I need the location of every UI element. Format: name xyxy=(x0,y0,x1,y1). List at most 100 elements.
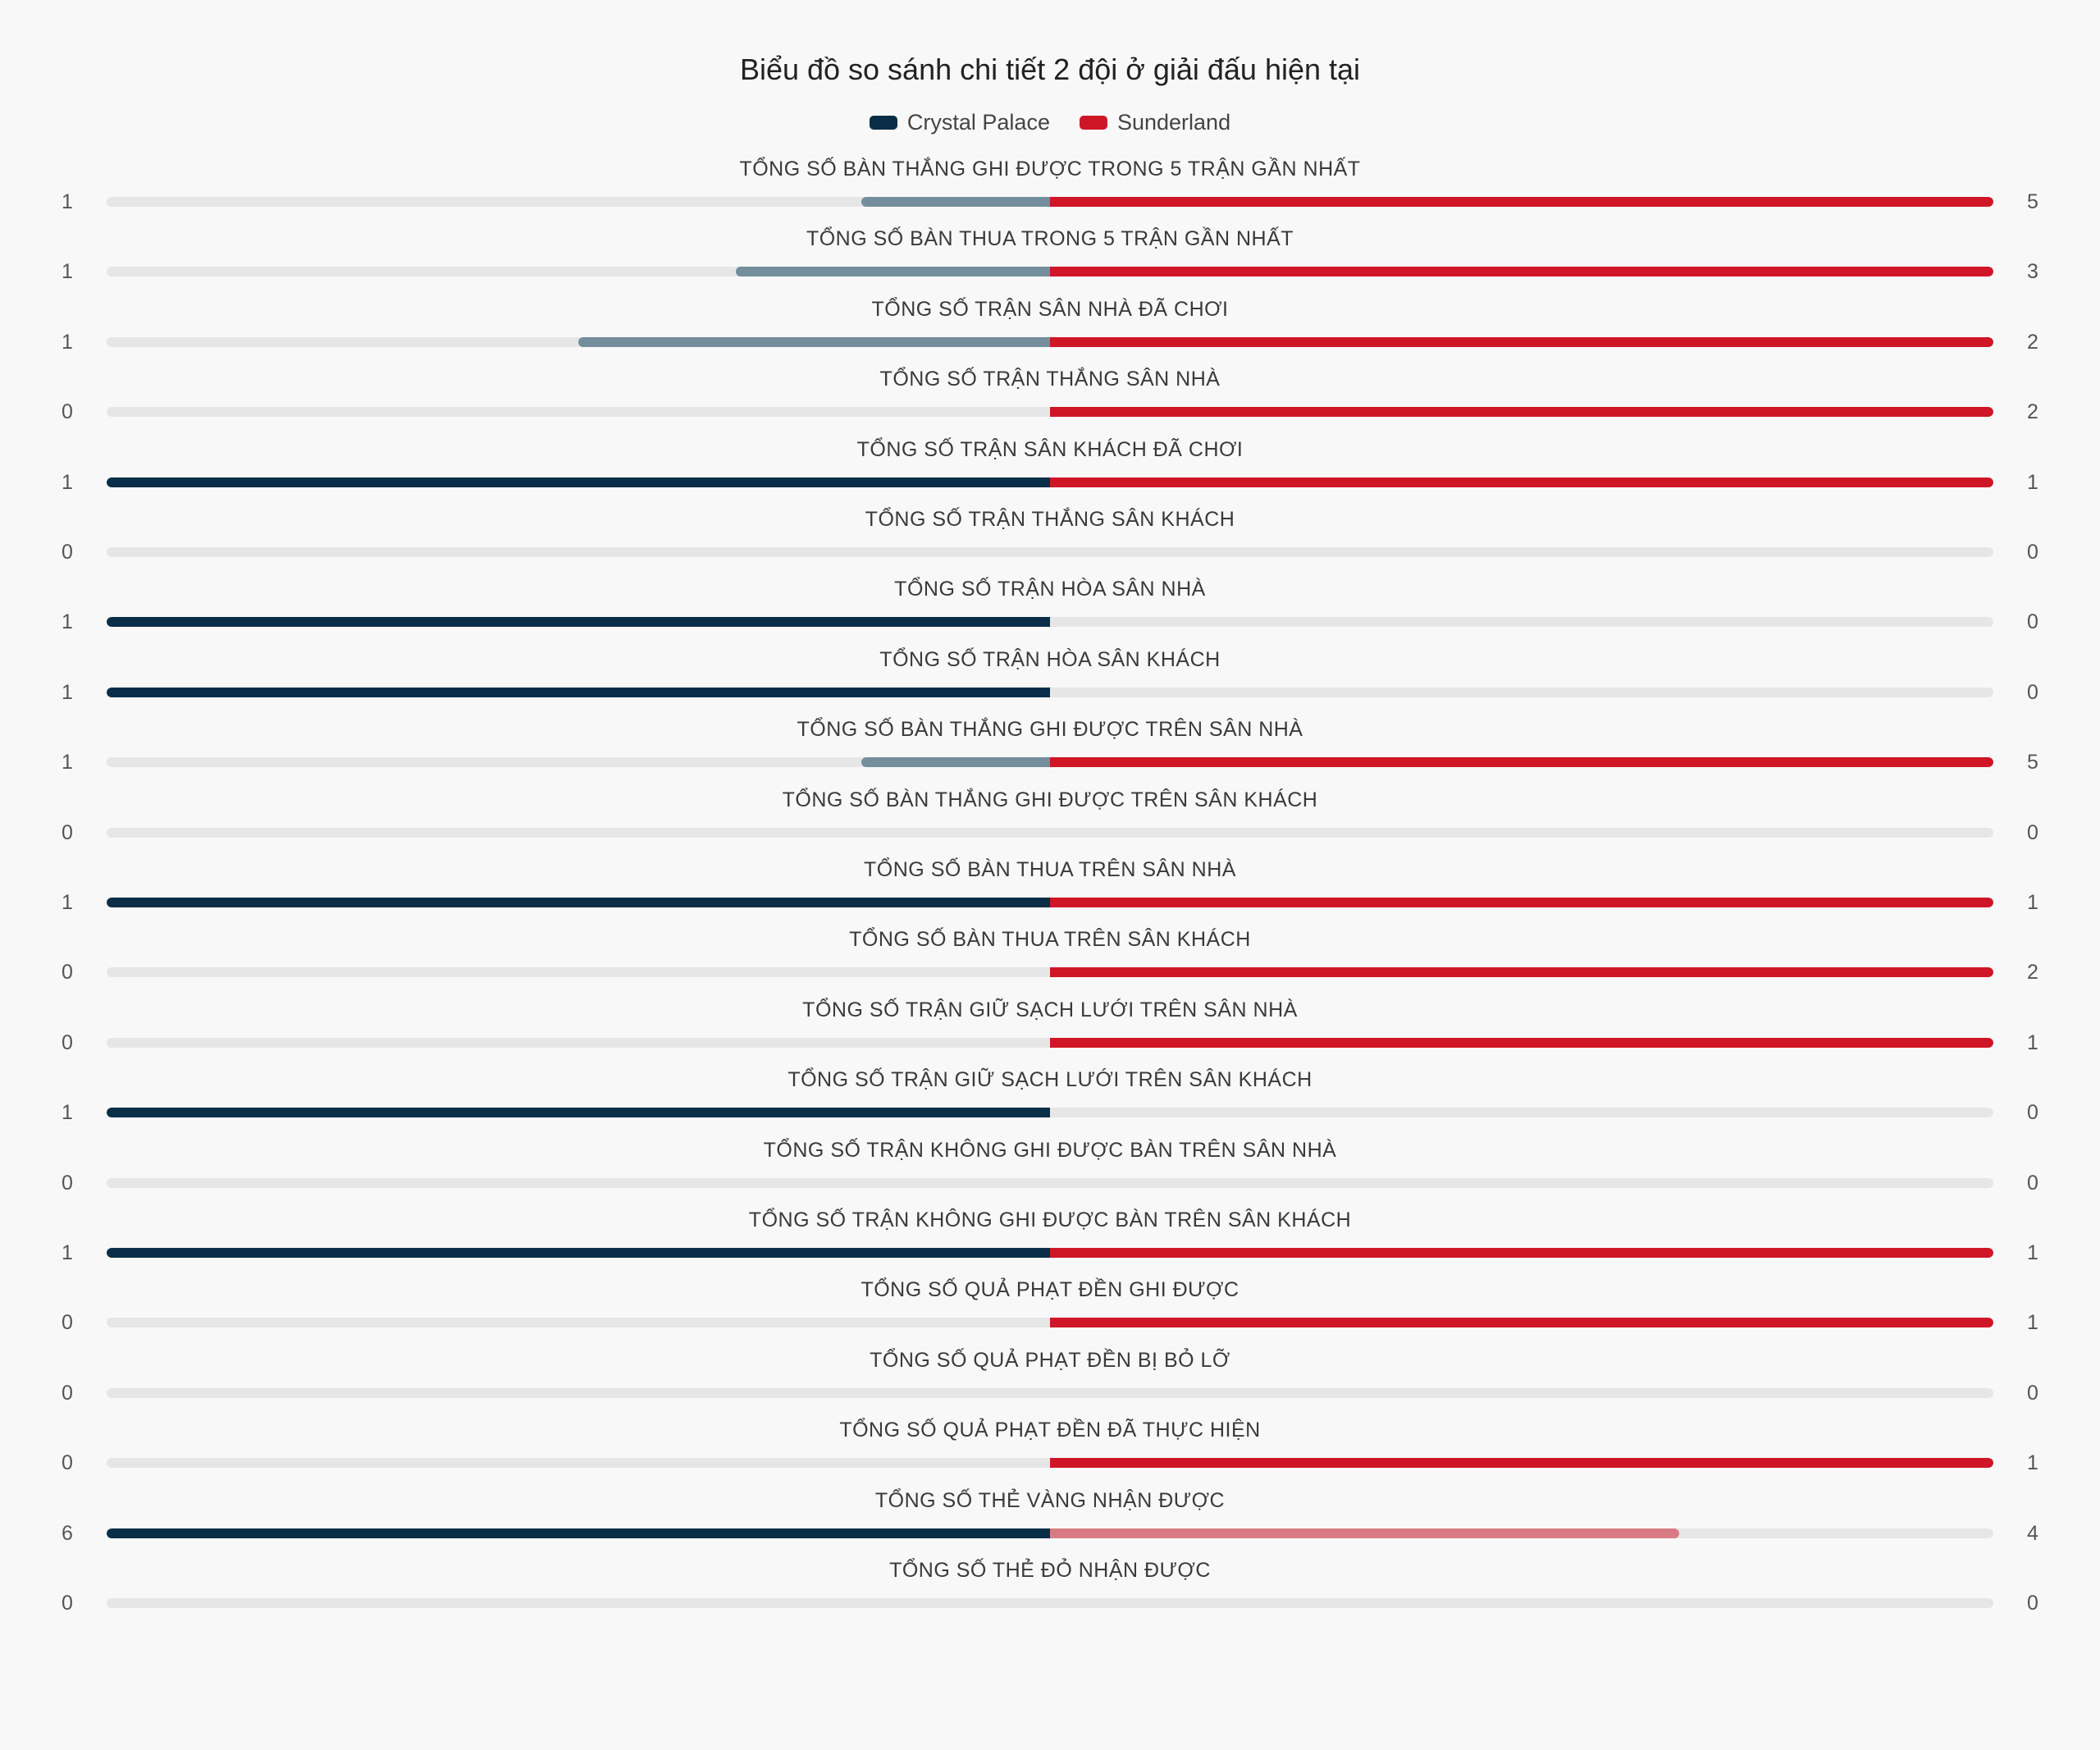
stat-label: TỔNG SỐ THẺ VÀNG NHẬN ĐƯỢC xyxy=(874,1488,1226,1512)
bar-left xyxy=(107,617,1050,628)
bar-left xyxy=(107,477,1050,487)
stat-row: TỔNG SỐ TRẬN SÂN KHÁCH ĐÃ CHƠI 1 1 xyxy=(0,438,2100,509)
bar-left xyxy=(107,1108,1050,1118)
bar-left xyxy=(861,197,1050,207)
stat-row: TỔNG SỐ BÀN THUA TRÊN SÂN KHÁCH 0 2 xyxy=(0,928,2100,998)
right-value: 1 xyxy=(2027,470,2038,494)
left-value: 1 xyxy=(62,610,73,634)
bar-right xyxy=(1050,1528,1679,1538)
stat-label: TỔNG SỐ TRẬN THẮNG SÂN KHÁCH xyxy=(865,508,1235,531)
stat-row: TỔNG SỐ BÀN THẮNG GHI ĐƯỢC TRONG 5 TRẬN … xyxy=(0,158,2100,228)
right-value: 2 xyxy=(2027,330,2038,354)
stat-label: TỔNG SỐ TRẬN SÂN NHÀ ĐÃ CHƠI xyxy=(871,297,1229,321)
right-value: 0 xyxy=(2027,820,2038,844)
legend-swatch-left xyxy=(869,116,897,130)
stat-label: TỔNG SỐ BÀN THUA TRÊN SÂN KHÁCH xyxy=(849,928,1251,952)
stat-row: TỔNG SỐ TRẬN KHÔNG GHI ĐƯỢC BÀN TRÊN SÂN… xyxy=(0,1209,2100,1279)
left-value: 1 xyxy=(62,891,73,914)
right-value: 0 xyxy=(2027,541,2038,564)
bar-track xyxy=(107,687,1993,697)
stat-row: TỔNG SỐ QUẢ PHẠT ĐỀN BỊ BỎ LỠ 0 0 xyxy=(0,1349,2100,1419)
stat-row: TỔNG SỐ TRẬN HÒA SÂN NHÀ 1 0 xyxy=(0,578,2100,648)
bar-track xyxy=(107,1318,1993,1328)
chart-title: Biểu đồ so sánh chi tiết 2 đội ở giải đấ… xyxy=(739,53,1361,86)
stat-row: TỔNG SỐ TRẬN GIỮ SẠCH LƯỚI TRÊN SÂN KHÁC… xyxy=(0,1068,2100,1139)
bar-right xyxy=(1050,197,1993,207)
left-value: 1 xyxy=(62,1101,73,1125)
stat-row: TỔNG SỐ THẺ ĐỎ NHẬN ĐƯỢC 0 0 xyxy=(0,1559,2100,1629)
bar-track xyxy=(107,1177,1993,1188)
right-value: 1 xyxy=(2027,1311,2038,1335)
bar-right xyxy=(1050,967,1993,978)
bar-right xyxy=(1050,267,1993,277)
stat-label: TỔNG SỐ QUẢ PHẠT ĐỀN ĐÃ THỰC HIỆN xyxy=(839,1419,1261,1442)
right-value: 0 xyxy=(2027,1101,2038,1125)
stat-label: TỔNG SỐ TRẬN KHÔNG GHI ĐƯỢC BÀN TRÊN SÂN… xyxy=(763,1138,1337,1162)
bar-track xyxy=(107,1387,1993,1398)
bar-track xyxy=(107,197,1993,207)
bar-right xyxy=(1050,336,1993,347)
bar-track xyxy=(107,1248,1993,1258)
bar-track xyxy=(107,1598,1993,1608)
stat-label: TỔNG SỐ TRẬN SÂN KHÁCH ĐÃ CHƠI xyxy=(856,437,1244,461)
bar-right xyxy=(1050,1248,1993,1258)
stat-row: TỔNG SỐ QUẢ PHẠT ĐỀN ĐÃ THỰC HIỆN 0 1 xyxy=(0,1419,2100,1489)
right-value: 1 xyxy=(2027,1030,2038,1054)
stat-label: TỔNG SỐ TRẬN HÒA SÂN NHÀ xyxy=(894,578,1206,601)
right-value: 5 xyxy=(2027,190,2038,213)
right-value: 0 xyxy=(2027,680,2038,704)
stat-row: TỔNG SỐ THẺ VÀNG NHẬN ĐƯỢC 6 4 xyxy=(0,1489,2100,1560)
bar-right xyxy=(1050,1318,1993,1328)
left-value: 0 xyxy=(62,961,73,985)
legend: Crystal Palace Sunderland xyxy=(0,110,2100,135)
left-value: 0 xyxy=(62,1592,73,1615)
bar-track xyxy=(107,617,1993,628)
bar-track xyxy=(107,827,1993,838)
left-value: 1 xyxy=(62,680,73,704)
stat-label: TỔNG SỐ TRẬN KHÔNG GHI ĐƯỢC BÀN TRÊN SÂN… xyxy=(748,1209,1352,1231)
left-value: 1 xyxy=(62,470,73,494)
bar-right xyxy=(1050,757,1993,768)
bar-track xyxy=(107,477,1993,487)
right-value: 3 xyxy=(2027,260,2038,284)
left-value: 0 xyxy=(62,541,73,564)
left-value: 0 xyxy=(62,1030,73,1054)
bar-left xyxy=(107,898,1050,907)
stat-label: TỔNG SỐ QUẢ PHẠT ĐỀN BỊ BỎ LỠ xyxy=(870,1348,1230,1372)
stat-label: TỔNG SỐ TRẬN GIỮ SẠCH LƯỚI TRÊN SÂN NHÀ xyxy=(802,998,1298,1021)
right-value: 1 xyxy=(2027,891,2038,914)
left-value: 1 xyxy=(62,751,73,774)
stat-row: TỔNG SỐ TRẬN KHÔNG GHI ĐƯỢC BÀN TRÊN SÂN… xyxy=(0,1139,2100,1209)
legend-label-left: Crystal Palace xyxy=(906,110,1050,135)
stat-label: TỔNG SỐ BÀN THUA TRÊN SÂN NHÀ xyxy=(864,858,1236,881)
right-value: 1 xyxy=(2027,1241,2038,1264)
stat-row: TỔNG SỐ BÀN THẮNG GHI ĐƯỢC TRÊN SÂN KHÁC… xyxy=(0,788,2100,859)
right-value: 0 xyxy=(2027,1171,2038,1195)
stat-row: TỔNG SỐ TRẬN THẮNG SÂN KHÁCH 0 0 xyxy=(0,508,2100,578)
left-value: 0 xyxy=(62,1171,73,1195)
bar-track xyxy=(107,267,1993,277)
legend-item-left[interactable]: Crystal Palace xyxy=(869,110,1050,135)
left-value: 0 xyxy=(62,400,73,424)
right-value: 2 xyxy=(2027,961,2038,985)
bar-track xyxy=(107,898,1993,907)
bar-track xyxy=(107,757,1993,768)
stat-label: TỔNG SỐ QUẢ PHẠT ĐỀN GHI ĐƯỢC xyxy=(861,1278,1239,1302)
stat-row: TỔNG SỐ TRẬN GIỮ SẠCH LƯỚI TRÊN SÂN NHÀ 0… xyxy=(0,998,2100,1069)
bar-right xyxy=(1050,477,1993,487)
stat-label: TỔNG SỐ BÀN THẮNG GHI ĐƯỢC TRONG 5 TRẬN … xyxy=(739,158,1361,180)
stat-row: TỔNG SỐ BÀN THUA TRONG 5 TRẬN GẦN NHẤT 1 3 xyxy=(0,227,2100,298)
right-value: 1 xyxy=(2027,1451,2038,1475)
legend-label-right: Sunderland xyxy=(1116,110,1231,135)
right-value: 2 xyxy=(2027,400,2038,424)
legend-swatch-right xyxy=(1079,116,1107,130)
bar-right xyxy=(1050,407,1993,418)
bar-track xyxy=(107,1108,1993,1118)
legend-item-right[interactable]: Sunderland xyxy=(1079,110,1231,135)
left-value: 0 xyxy=(62,820,73,844)
stat-label: TỔNG SỐ TRẬN THẮNG SÂN NHÀ xyxy=(879,368,1221,391)
left-value: 1 xyxy=(62,1241,73,1264)
stat-row: TỔNG SỐ BÀN THUA TRÊN SÂN NHÀ 1 1 xyxy=(0,858,2100,929)
stat-row: TỔNG SỐ TRẬN HÒA SÂN KHÁCH 1 0 xyxy=(0,648,2100,719)
